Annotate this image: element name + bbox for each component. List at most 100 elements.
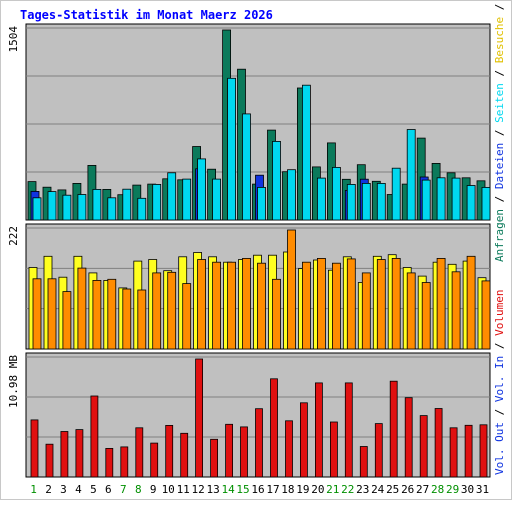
bar-volumen-day-30 bbox=[464, 424, 473, 478]
bar-seiten-day-3 bbox=[62, 194, 72, 221]
bar-volumen-day-13 bbox=[210, 438, 219, 478]
day-label-22: 22 bbox=[341, 483, 354, 496]
bar-rechner-day-13 bbox=[212, 261, 222, 350]
bar-volumen-day-2 bbox=[45, 443, 54, 478]
bar-volumen-day-11 bbox=[180, 432, 189, 478]
bar-rechner-day-1 bbox=[32, 278, 42, 350]
bar-seiten-day-27 bbox=[421, 179, 431, 221]
bar-rechner-day-11 bbox=[182, 283, 192, 350]
bar-volumen-day-4 bbox=[75, 429, 84, 478]
day-label-18: 18 bbox=[281, 483, 294, 496]
bar-volumen-day-3 bbox=[60, 431, 69, 478]
bar-volumen-day-12 bbox=[195, 358, 204, 478]
day-label-19: 19 bbox=[296, 483, 309, 496]
bar-seiten-day-28 bbox=[436, 177, 446, 221]
bar-rechner-day-8 bbox=[137, 289, 147, 350]
bar-volumen-day-1 bbox=[30, 419, 39, 478]
bar-rechner-day-19 bbox=[301, 261, 311, 350]
bar-seiten-day-2 bbox=[47, 191, 57, 221]
legend-separator: / bbox=[493, 189, 506, 209]
axis-labels-group: 1504 222 10.98 MB bbox=[7, 26, 20, 408]
bar-seiten-day-11 bbox=[182, 178, 192, 221]
bar-volumen-day-26 bbox=[404, 397, 413, 478]
day-label-3: 3 bbox=[60, 483, 67, 496]
series-rechner bbox=[32, 229, 491, 350]
bar-rechner-day-3 bbox=[62, 291, 72, 350]
bar-rechner-day-2 bbox=[47, 278, 57, 350]
day-label-1: 1 bbox=[30, 483, 37, 496]
bar-volumen-day-7 bbox=[120, 446, 129, 478]
bar-rechner-day-21 bbox=[331, 262, 341, 350]
bar-volumen-day-14 bbox=[225, 423, 234, 478]
chart-title: Tages-Statistik im Monat Maerz 2026 bbox=[20, 8, 273, 22]
bar-seiten-day-13 bbox=[212, 178, 222, 221]
bar-seiten-day-26 bbox=[406, 129, 416, 221]
series-seiten bbox=[32, 77, 491, 221]
legend-volumen: Volumen bbox=[493, 290, 506, 336]
day-label-14: 14 bbox=[221, 483, 235, 496]
bar-volumen-day-27 bbox=[419, 415, 428, 478]
day-label-7: 7 bbox=[120, 483, 127, 496]
day-label-4: 4 bbox=[75, 483, 82, 496]
legend-anfragen: Anfragen bbox=[493, 209, 506, 262]
legend-separator: / bbox=[493, 0, 506, 17]
day-label-16: 16 bbox=[251, 483, 264, 496]
series-volumen bbox=[30, 358, 488, 478]
bar-rechner-day-29 bbox=[451, 271, 461, 350]
bar-rechner-day-24 bbox=[376, 259, 386, 350]
bar-seiten-day-17 bbox=[272, 140, 281, 221]
bar-volumen-day-16 bbox=[255, 408, 263, 478]
bar-rechner-day-7 bbox=[122, 288, 132, 350]
legend-group: Anfragen / Dateien / Seiten / Besuche / … bbox=[493, 0, 506, 475]
bar-rechner-day-5 bbox=[92, 279, 102, 350]
bar-volumen-day-10 bbox=[165, 424, 174, 478]
bar-seiten-day-22 bbox=[346, 183, 356, 221]
day-label-17: 17 bbox=[266, 483, 279, 496]
bar-volumen-day-5 bbox=[90, 395, 99, 478]
bar-seiten-day-20 bbox=[316, 177, 326, 221]
bar-seiten-day-16 bbox=[257, 186, 266, 221]
day-label-25: 25 bbox=[386, 483, 399, 496]
bar-seiten-day-4 bbox=[77, 194, 87, 221]
bar-seiten-day-29 bbox=[451, 177, 461, 221]
bar-rechner-day-18 bbox=[287, 229, 296, 350]
legend-besuche: Besuche bbox=[493, 17, 506, 63]
bar-rechner-day-30 bbox=[466, 255, 476, 350]
bar-rechner-day-17 bbox=[272, 278, 281, 350]
bar-volumen-day-18 bbox=[285, 420, 293, 478]
legend-vol-out: Vol. Out bbox=[493, 422, 506, 475]
bar-seiten-day-19 bbox=[301, 84, 311, 221]
bar-seiten-day-8 bbox=[137, 197, 147, 221]
day-labels-group: 1 2 3 4 5 6 7 8 9 10 11 12 13 14 15 16 17 18 19 20 21 22 23 24 2… bbox=[30, 483, 489, 496]
panel-2 bbox=[25, 223, 491, 350]
bar-seiten-day-1 bbox=[32, 197, 42, 221]
day-label-24: 24 bbox=[371, 483, 385, 496]
bar-seiten-day-30 bbox=[466, 185, 476, 221]
bar-rechner-day-15 bbox=[242, 257, 251, 350]
bar-rechner-day-4 bbox=[77, 267, 87, 350]
bar-volumen-day-29 bbox=[449, 427, 458, 478]
bar-volumen-day-28 bbox=[434, 408, 443, 478]
day-label-5: 5 bbox=[90, 483, 97, 496]
bar-volumen-day-15 bbox=[240, 426, 248, 478]
bar-rechner-day-22 bbox=[346, 258, 356, 350]
bar-seiten-day-15 bbox=[242, 113, 251, 221]
day-label-28: 28 bbox=[431, 483, 444, 496]
bar-rechner-day-31 bbox=[481, 280, 491, 350]
bar-rechner-day-23 bbox=[361, 272, 371, 350]
bar-rechner-day-27 bbox=[421, 282, 431, 350]
bar-rechner-day-25 bbox=[391, 257, 401, 350]
bar-seiten-day-21 bbox=[331, 166, 341, 221]
day-label-30: 30 bbox=[461, 483, 474, 496]
bar-seiten-day-31 bbox=[481, 186, 491, 221]
bar-seiten-day-25 bbox=[391, 167, 401, 221]
day-label-13: 13 bbox=[206, 483, 219, 496]
day-label-26: 26 bbox=[401, 483, 414, 496]
bar-rechner-day-14 bbox=[227, 261, 237, 350]
legend-separator: / bbox=[493, 63, 506, 83]
day-label-27: 27 bbox=[416, 483, 429, 496]
legend-separator: / bbox=[493, 402, 506, 422]
axis-max-label-1: 1504 bbox=[7, 26, 20, 53]
day-label-11: 11 bbox=[177, 483, 190, 496]
